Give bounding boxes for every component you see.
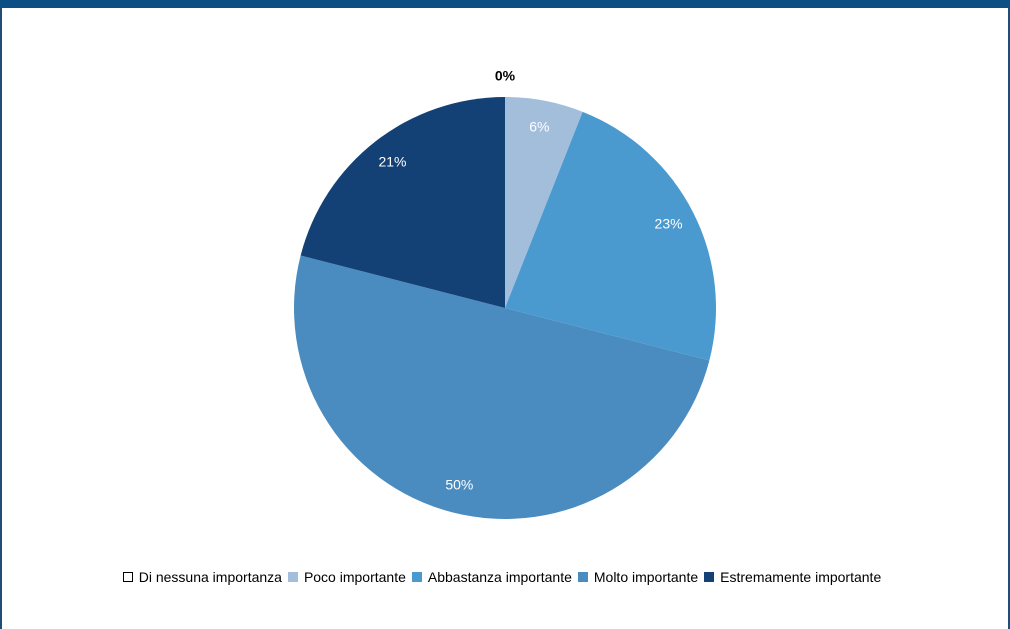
legend-label: Abbastanza importante	[427, 569, 572, 585]
legend-swatch	[577, 572, 588, 582]
legend-item-4: Molto importante	[577, 569, 699, 585]
data-label-3: 23%	[655, 215, 683, 231]
legend-label: Estremamente importante	[720, 569, 882, 585]
pie-slice-5	[300, 97, 505, 308]
top-bar	[0, 0, 1010, 8]
pie-labels: 0% 6% 23% 50% 21%	[378, 68, 682, 493]
legend-item-1: Di nessuna importanza	[122, 569, 282, 585]
legend-swatch	[411, 572, 422, 582]
legend-item-5: Estremamente importante	[704, 569, 881, 585]
legend-swatch	[122, 572, 133, 582]
data-label-1: 0%	[495, 68, 516, 84]
pie-slice-3	[505, 111, 716, 361]
legend-item-3: Abbastanza importante	[411, 569, 572, 585]
legend-label: Molto importante	[593, 569, 699, 585]
chart-legend: Di nessuna importanza Poco importante Abba…	[0, 569, 1010, 585]
data-label-4: 50%	[445, 477, 473, 493]
pie-slice-2	[505, 97, 583, 308]
legend-label: Poco importante	[303, 569, 406, 585]
pie-slices	[293, 97, 716, 519]
data-label-5: 21%	[378, 154, 406, 170]
legend-swatch	[704, 572, 715, 582]
pie-slice-4	[293, 255, 710, 519]
legend-swatch	[287, 572, 298, 582]
legend-label: Di nessuna importanza	[138, 569, 282, 585]
data-label-2: 6%	[529, 118, 549, 134]
legend-item-2: Poco importante	[287, 569, 406, 585]
